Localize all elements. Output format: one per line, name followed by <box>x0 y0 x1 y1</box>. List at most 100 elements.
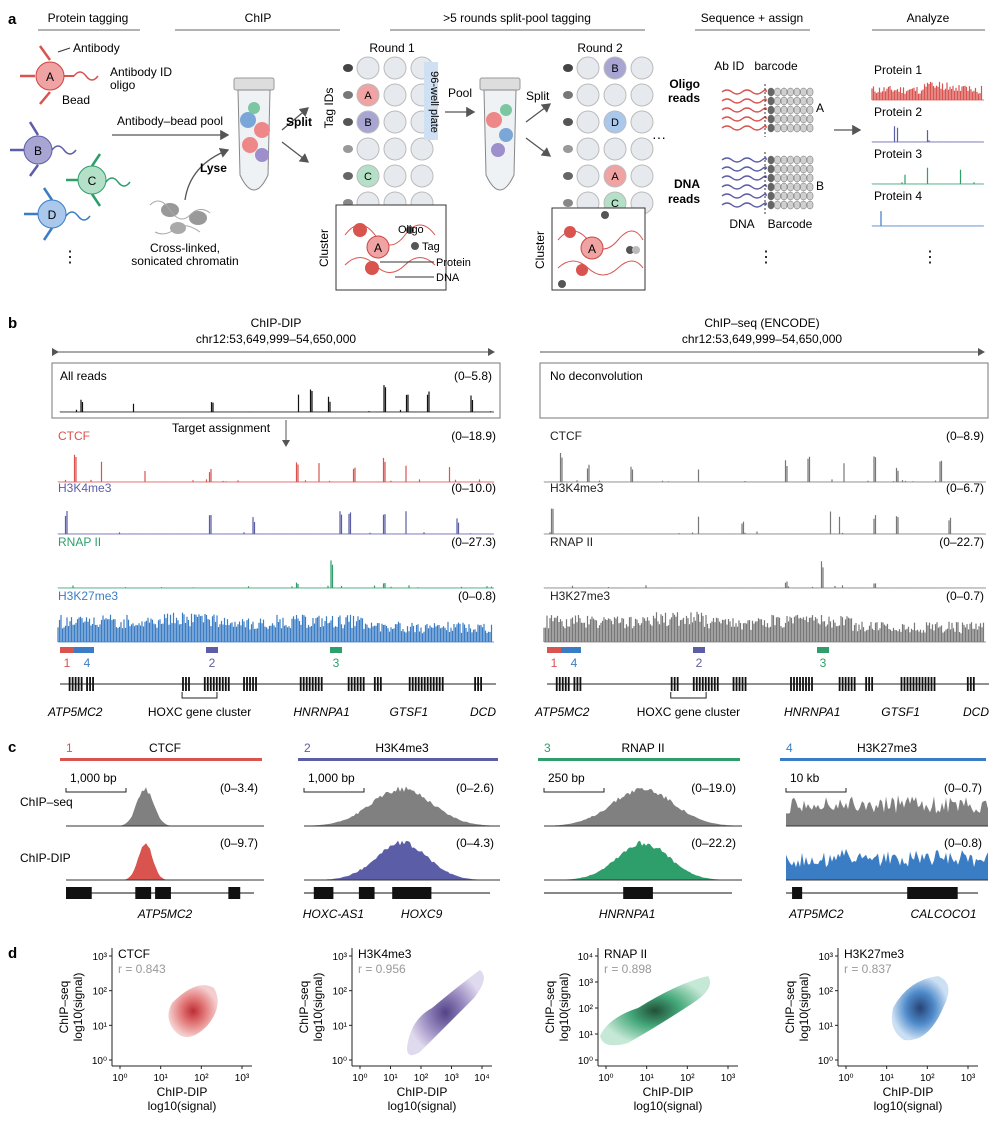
read-strand <box>721 89 767 95</box>
region-label: 1 <box>64 656 71 670</box>
barcode-chunk <box>806 200 814 210</box>
oligo-reads-label-2: reads <box>668 91 700 105</box>
y-tick-label: 10³ <box>333 952 348 963</box>
gene-label: HNRNPA1 <box>599 907 655 921</box>
gene-label: HNRNPA1 <box>784 705 840 719</box>
protein-label: Protein <box>436 257 471 269</box>
y-tick-label: 10² <box>333 987 348 998</box>
lyse-label: Lyse <box>200 161 227 175</box>
stage-header: Protein tagging <box>48 11 129 25</box>
signal-bars <box>871 81 983 100</box>
density-contour <box>891 976 949 1041</box>
exon <box>744 677 747 691</box>
region-number: 3 <box>544 741 551 755</box>
barcode-chunk <box>793 182 801 192</box>
exon <box>793 677 795 691</box>
right-tracks: CTCF (0–8.9) H3K4me3 (0–6.7) RNAP II (0–22.7)… <box>543 429 986 643</box>
protein-4-label: Protein 4 <box>874 189 922 203</box>
ab-id-barcode-label: Ab ID barcode <box>714 59 798 73</box>
exon <box>564 677 567 691</box>
well <box>383 83 407 107</box>
exon <box>420 677 423 691</box>
gene-label: ATP5MC2 <box>534 705 590 719</box>
more-proteins-ellipsis: ⋮ <box>922 249 938 266</box>
y-tick-label: 10⁰ <box>332 1056 347 1067</box>
barcode-chunk <box>787 155 794 165</box>
exon <box>921 677 924 691</box>
region-label: 2 <box>696 656 703 670</box>
x-tick-label: 10⁰ <box>838 1073 853 1084</box>
plot-title: RNAP II <box>604 947 647 961</box>
well-letter: A <box>364 90 372 102</box>
exon <box>362 677 365 691</box>
zoom-title: H3K27me3 <box>857 741 917 755</box>
seq-range: (0–0.7) <box>944 781 982 795</box>
exon <box>900 677 903 691</box>
barcode-chunk <box>806 87 814 97</box>
cluster-icon: A <box>344 223 436 275</box>
stage-header: Sequence + assign <box>701 11 803 25</box>
zoom-panel-1: 1 CTCF 1,000 bp (0–3.4) (0–9.7) ATP5MC2 <box>60 741 264 921</box>
signal-area <box>304 840 500 880</box>
tag-label: Tag <box>422 241 440 253</box>
exon <box>865 677 868 691</box>
exon <box>790 677 792 691</box>
well <box>576 83 600 107</box>
panel-a-label: a <box>8 11 17 28</box>
exon <box>215 677 218 691</box>
exon <box>221 677 224 691</box>
exon <box>561 677 564 691</box>
correlation-label: r = 0.898 <box>604 962 652 976</box>
read-strand <box>721 125 767 131</box>
y-tick-label: 10³ <box>579 978 594 989</box>
well-letter: B <box>611 63 618 75</box>
barcode-chunk <box>774 123 781 133</box>
y-tick-label: 10³ <box>819 952 834 963</box>
chip-seq-row-label: ChIP–seq <box>20 795 73 809</box>
right-title: ChIP–seq (ENCODE) <box>704 316 819 330</box>
plate-label: 96-well plate <box>428 71 440 133</box>
exon <box>359 677 362 691</box>
well <box>576 164 600 188</box>
exon <box>89 677 91 691</box>
more-beads-ellipsis: ⋮ <box>62 249 78 266</box>
right-coords: chr12:53,649,999–54,650,000 <box>682 332 842 346</box>
exon <box>558 677 561 691</box>
exon <box>417 677 420 691</box>
track-name: CTCF <box>550 429 582 443</box>
barcode-chunk <box>787 200 794 210</box>
x-axis-label: ChIP-DIP <box>397 1085 448 1099</box>
barcode-chunk <box>806 96 814 106</box>
exon <box>218 677 221 691</box>
read-strand <box>721 98 767 104</box>
arrow-icon <box>525 137 552 157</box>
scale-bar-label: 1,000 bp <box>70 771 117 785</box>
read-a-label: A <box>816 101 824 115</box>
signal-bars <box>871 167 983 184</box>
exon <box>77 677 80 691</box>
exon <box>579 677 582 691</box>
region-number: 2 <box>304 741 311 755</box>
antibody-id-label-2: oligo <box>110 78 136 92</box>
tag-id-icon <box>343 172 353 180</box>
seq-range: (0–19.0) <box>691 781 736 795</box>
barcode-chunk <box>806 191 814 201</box>
panel-b-label: b <box>8 315 17 332</box>
exon <box>182 677 184 691</box>
barcode-chunk <box>806 123 814 133</box>
exon <box>302 677 305 691</box>
callout-line <box>57 47 71 53</box>
correlation-label: r = 0.956 <box>358 962 406 976</box>
barcode-chunk <box>780 155 788 165</box>
bead-d-icon: D <box>24 187 91 241</box>
signal-bars <box>871 126 983 142</box>
tag-id-icon <box>343 145 353 153</box>
density-contour <box>600 976 711 1046</box>
all-reads-label: All reads <box>60 369 107 383</box>
barcode-chunk <box>787 164 794 174</box>
region-label: 3 <box>820 656 827 670</box>
arrow-icon <box>525 103 552 123</box>
read-strand <box>721 193 767 199</box>
correlation-label: r = 0.837 <box>844 962 892 976</box>
